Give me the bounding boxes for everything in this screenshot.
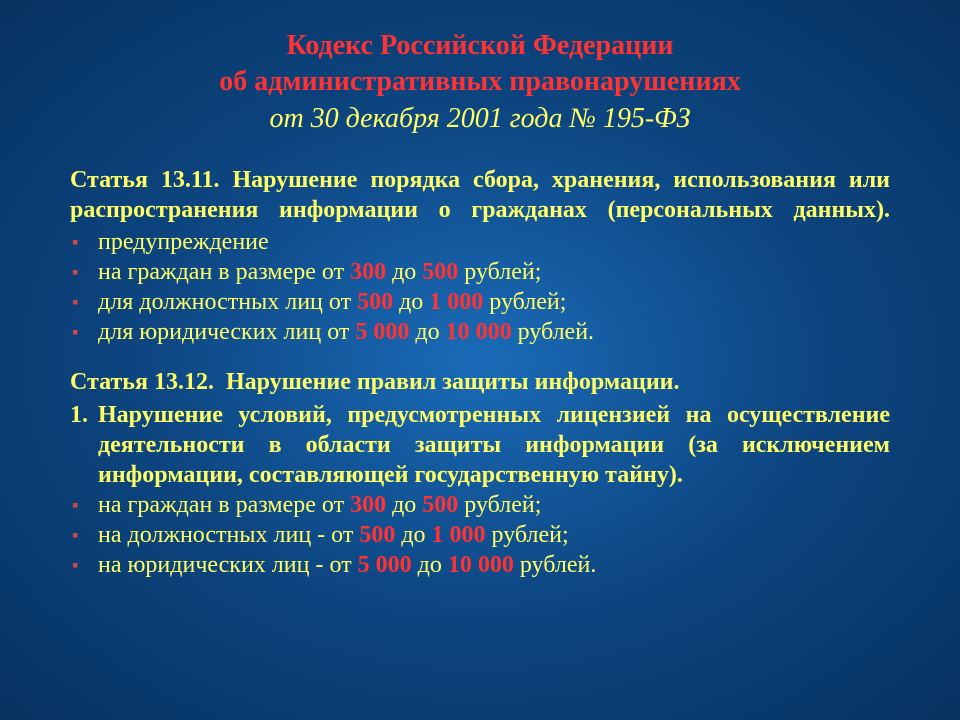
list-item: на юридических лиц - от 5 000 до 10 000 … [98,550,890,580]
article2-bullets: на граждан в размере от 300 до 500 рубле… [70,490,890,580]
article2-subclause: 1.Нарушение условий, предусмотренных лиц… [70,400,890,490]
title-line1: Кодекс Российской Федерации [70,28,890,64]
title-line2: об административных правонарушениях [70,64,890,100]
list-item: на граждан в размере от 300 до 500 рубле… [98,490,890,520]
title-block: Кодекс Российской Федерации об администр… [70,28,890,137]
list-item: для юридических лиц от 5 000 до 10 000 р… [98,317,890,347]
list-item: предупреждение [98,227,890,257]
article2-number: Статья 13.12. [70,369,214,395]
article2-sub-number: 1. [70,400,98,430]
article1-bullets: предупреждениена граждан в размере от 30… [70,227,890,347]
article2-sub-text: Нарушение условий, предусмотренных лицен… [98,402,890,488]
article2-heading-text: Нарушение правил защиты информации. [226,369,680,395]
article2-heading: Статья 13.12. Нарушение правил защиты ин… [70,367,890,398]
article1-heading: Статья 13.11. Нарушение порядка сбора, х… [70,165,890,225]
list-item: для должностных лиц от 500 до 1 000 рубл… [98,287,890,317]
list-item: на граждан в размере от 300 до 500 рубле… [98,257,890,287]
title-line3: от 30 декабря 2001 года № 195-ФЗ [70,101,890,137]
article1-number: Статья 13.11. [70,167,220,193]
list-item: на должностных лиц - от 500 до 1 000 руб… [98,520,890,550]
slide-container: Кодекс Российской Федерации об администр… [0,0,960,720]
